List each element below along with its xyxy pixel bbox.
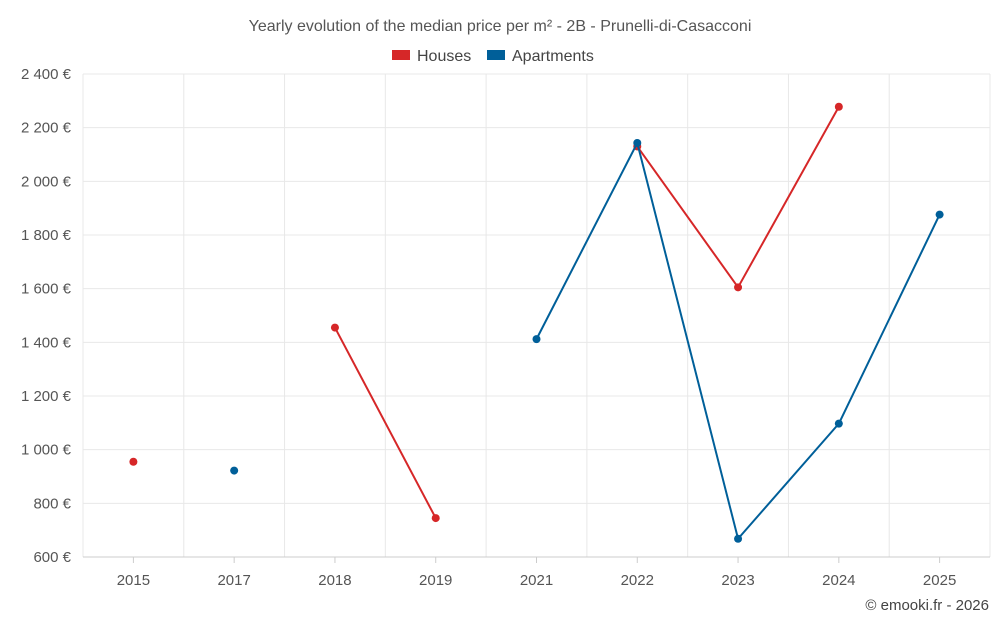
data-point: [330, 323, 339, 332]
x-tick-label: 2021: [520, 572, 553, 589]
x-tick-label: 2025: [923, 572, 956, 589]
data-point: [230, 466, 239, 475]
y-tick-label: 800 €: [33, 495, 71, 512]
legend-swatch: [392, 50, 410, 60]
series-line: [334, 327, 437, 519]
data-point: [633, 138, 642, 147]
x-axis: 2015 2017 2018 2019 2021 2022 2023 2024 2025: [83, 556, 990, 589]
y-tick-label: 2 400 €: [21, 66, 72, 83]
legend-swatch: [487, 50, 505, 60]
y-tick-label: 2 200 €: [21, 120, 72, 137]
x-tick-label: 2022: [621, 572, 654, 589]
data-point: [532, 335, 541, 344]
chart-title: Yearly evolution of the median price per…: [249, 18, 752, 35]
series-line: [535, 141, 941, 540]
y-tick-label: 1 200 €: [21, 388, 72, 405]
y-axis: 600 € 800 € 1 000 € 1 200 € 1 400 € 1 600 € 1 …: [21, 66, 72, 566]
x-tick-label: 2017: [217, 572, 250, 589]
data-point: [431, 514, 440, 523]
data-point: [734, 534, 743, 543]
x-tick-label: 2018: [318, 572, 351, 589]
grid: [82, 73, 991, 558]
legend: Houses Apartments: [392, 48, 594, 65]
data-point: [129, 457, 138, 466]
legend-label: Apartments: [512, 48, 594, 65]
series: [129, 102, 944, 543]
y-tick-label: 1 600 €: [21, 281, 72, 298]
y-tick-label: 1 400 €: [21, 334, 72, 351]
x-tick-label: 2024: [822, 572, 855, 589]
x-tick-label: 2019: [419, 572, 452, 589]
y-tick-label: 2 000 €: [21, 173, 72, 190]
legend-label: Houses: [417, 48, 471, 65]
data-point: [734, 283, 743, 292]
data-point: [834, 102, 843, 111]
x-tick-label: 2015: [117, 572, 150, 589]
data-point: [935, 210, 944, 219]
x-tick-label: 2023: [721, 572, 754, 589]
y-tick-label: 600 €: [33, 549, 71, 566]
credit-text: © emooki.fr - 2026: [865, 597, 989, 614]
data-point: [834, 419, 843, 428]
y-tick-label: 1 800 €: [21, 227, 72, 244]
y-tick-label: 1 000 €: [21, 442, 72, 459]
